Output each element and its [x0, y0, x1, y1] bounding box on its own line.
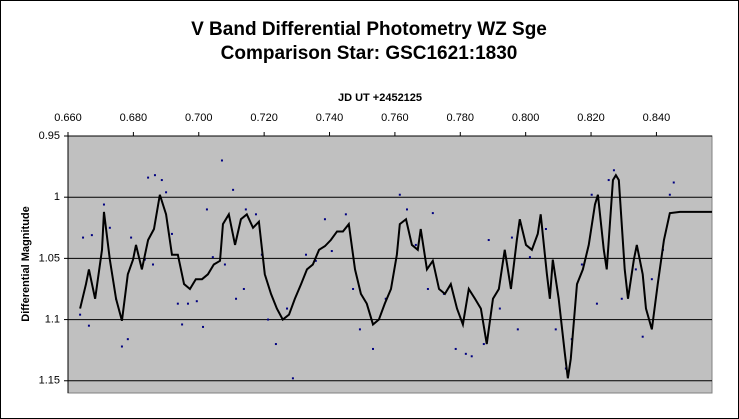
data-point — [291, 377, 294, 380]
data-point — [120, 345, 123, 348]
data-line — [79, 173, 712, 379]
x-tick-label: 0.660 — [54, 112, 82, 124]
data-point — [242, 287, 245, 290]
data-point — [510, 236, 513, 239]
data-point — [498, 307, 501, 310]
data-point — [641, 335, 644, 338]
data-point — [211, 256, 214, 259]
data-point — [232, 188, 235, 191]
data-point — [244, 208, 247, 211]
data-point — [516, 328, 519, 331]
data-point — [151, 263, 154, 266]
data-point — [372, 347, 375, 350]
data-point — [181, 323, 184, 326]
data-point — [108, 226, 111, 229]
data-point — [352, 287, 355, 290]
data-point — [384, 297, 387, 300]
data-point — [286, 307, 289, 310]
data-point — [634, 268, 637, 271]
data-point — [330, 250, 333, 253]
data-point — [595, 302, 598, 305]
data-point — [431, 212, 434, 215]
y-tick-label: 1.05 — [39, 252, 60, 264]
data-point — [202, 325, 205, 328]
data-point — [186, 302, 189, 305]
data-point — [223, 263, 226, 266]
x-tick-label: 0.740 — [316, 112, 344, 124]
data-point — [580, 263, 583, 266]
x-axis-label: JD UT +2452125 — [338, 92, 422, 104]
y-tick-label: 1 — [54, 191, 60, 203]
y-tick-label: 1.1 — [45, 313, 60, 325]
data-point — [235, 297, 238, 300]
data-point — [153, 174, 156, 177]
data-point — [482, 343, 485, 346]
data-point — [79, 313, 82, 316]
data-point — [170, 232, 173, 235]
data-point — [165, 191, 168, 194]
data-point — [87, 324, 90, 327]
y-tick-label: 0.95 — [39, 130, 60, 142]
x-tick-label: 0.760 — [381, 112, 409, 124]
data-point — [414, 243, 417, 246]
data-point — [130, 236, 133, 239]
y-axis-label: Differential Magnitude — [20, 206, 32, 322]
data-point — [668, 193, 671, 196]
data-point — [304, 253, 307, 256]
data-point — [176, 302, 179, 305]
y-tick-label: 1.15 — [39, 375, 60, 387]
data-point — [274, 343, 277, 346]
chart-subtitle: Comparison Star: GSC1621:1830 — [221, 43, 518, 64]
data-point — [650, 278, 653, 281]
data-point — [454, 347, 457, 350]
data-point — [90, 234, 93, 237]
data-point — [544, 228, 547, 231]
x-tick-label: 0.800 — [512, 112, 540, 124]
data-point — [528, 256, 531, 259]
data-point — [314, 259, 317, 262]
data-point — [267, 318, 270, 321]
data-point — [195, 300, 198, 303]
data-point — [344, 213, 347, 216]
data-point — [590, 193, 593, 196]
data-point — [487, 239, 490, 242]
x-tick-label: 0.780 — [447, 112, 475, 124]
data-point — [612, 169, 615, 172]
data-point — [102, 203, 105, 206]
x-tick-label: 0.700 — [185, 112, 213, 124]
data-point — [358, 328, 361, 331]
data-point — [147, 176, 150, 179]
data-point — [220, 159, 223, 162]
data-point — [205, 208, 208, 211]
chart-title: V Band Differential Photometry WZ Sge — [191, 19, 547, 40]
data-point — [126, 338, 129, 341]
data-point — [254, 213, 257, 216]
data-point — [82, 236, 85, 239]
x-tick-label: 0.680 — [120, 112, 148, 124]
x-tick-label: 0.820 — [577, 112, 605, 124]
data-point — [323, 218, 326, 221]
data-point — [405, 208, 408, 211]
x-tick-label: 0.840 — [643, 112, 671, 124]
data-point — [672, 181, 675, 184]
plot-area — [67, 135, 713, 394]
data-point — [470, 355, 473, 358]
data-point — [398, 193, 401, 196]
data-point — [620, 297, 623, 300]
data-point — [607, 179, 610, 182]
data-point — [554, 328, 557, 331]
data-point — [426, 287, 429, 290]
data-point — [464, 352, 467, 355]
x-tick-label: 0.720 — [250, 112, 278, 124]
data-point — [160, 179, 163, 182]
